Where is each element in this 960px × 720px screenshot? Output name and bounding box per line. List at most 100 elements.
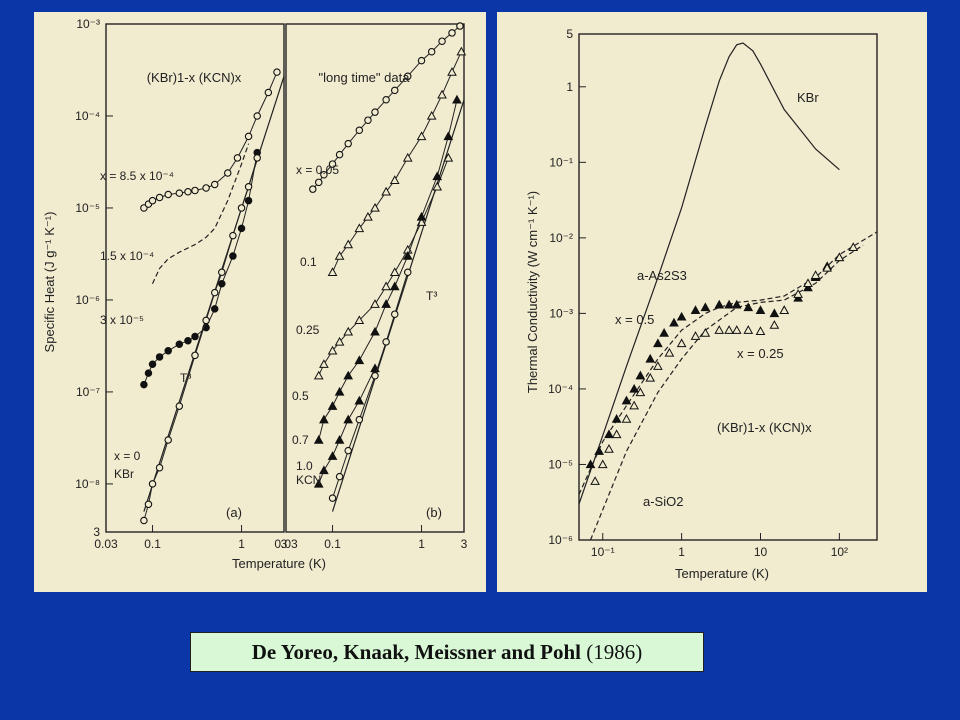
point-0-1 bbox=[416, 131, 427, 141]
point-0-1 bbox=[381, 186, 391, 196]
point-x-8-5-x-10 bbox=[175, 189, 184, 197]
point-x-0-05 bbox=[314, 178, 323, 187]
specific-heat-plots: 0.03 0.1 1 310⁻³10⁻⁴10⁻⁵10⁻⁶10⁻⁷10⁻⁸30.03 0.… bbox=[42, 17, 468, 571]
point-x-0-kbr bbox=[244, 183, 253, 191]
point-x-0-kbr bbox=[202, 316, 210, 325]
plot-frame-b bbox=[285, 23, 465, 533]
point-0-1 bbox=[343, 239, 354, 249]
point-x-0-05 bbox=[403, 72, 412, 81]
specific-heat-figure-panel: 0.03 0.1 1 3 10⁻³ 10⁻⁴ 10⁻⁵ 10⁻⁶ 10⁻⁷ 10⁻⁸ 3 0.03 0.… bbox=[34, 12, 486, 592]
annotation-c: x = 0.5 bbox=[615, 312, 654, 327]
point-0-1 bbox=[437, 89, 447, 99]
x-tick-label: 3 bbox=[461, 537, 468, 551]
point-x-8-5-x-10 bbox=[223, 169, 232, 177]
annotation-c: KBr bbox=[797, 90, 819, 105]
x-tick-label: 10² bbox=[831, 545, 848, 559]
x-tick-label: 10 bbox=[754, 545, 768, 559]
plot-frame-a bbox=[105, 23, 285, 533]
point-x-0-kbr bbox=[229, 231, 237, 240]
point-x-0-25 bbox=[635, 387, 646, 397]
annotation-c: a-As2S3 bbox=[637, 268, 687, 283]
point-3-x-10 bbox=[148, 360, 157, 368]
point-x-0-5 bbox=[585, 459, 596, 469]
point-x-0-25 bbox=[714, 325, 725, 334]
point-x-8-5-x-10 bbox=[164, 190, 172, 199]
point-3-x-10 bbox=[140, 380, 148, 389]
point-x-0-25 bbox=[822, 262, 832, 272]
point-0-1 bbox=[354, 223, 365, 233]
point-0-1 bbox=[327, 267, 338, 276]
thermal-conductivity-plot: 10⁻¹ 1 10 10² 5 1 10⁻¹ 10⁻² 10⁻³ 10⁻⁴ 10⁻⁵ 10⁻⁶ Ther… bbox=[525, 27, 878, 581]
point-x-0-kbr bbox=[210, 288, 219, 297]
x-tick-label: 0.1 bbox=[144, 537, 161, 551]
point-x-0-25 bbox=[743, 325, 754, 334]
point-x-0-05 bbox=[456, 22, 464, 30]
point-3-x-10 bbox=[164, 347, 172, 355]
point-x-0-25 bbox=[590, 476, 600, 485]
point-x-0-05 bbox=[328, 160, 337, 168]
point-x-8-5-x-10 bbox=[184, 188, 192, 196]
point-x-0-25 bbox=[731, 325, 742, 334]
point-x-0-5 bbox=[714, 299, 725, 309]
curve-t bbox=[331, 99, 465, 512]
point-x-0-25 bbox=[664, 347, 675, 357]
point-3-x-10 bbox=[237, 224, 246, 233]
point-x-0-05 bbox=[438, 37, 446, 45]
curve-a-as2s3 bbox=[578, 231, 878, 495]
point-1-0-kcn bbox=[371, 371, 379, 380]
y-tick-label: 10⁻⁵ bbox=[75, 201, 100, 215]
point-x-0-5 bbox=[604, 429, 614, 439]
point-x-0-25 bbox=[690, 331, 701, 340]
point-3-x-10 bbox=[144, 369, 153, 377]
annotation-a: 1.5 x 10⁻⁴ bbox=[100, 249, 154, 263]
caption-year: (1986) bbox=[586, 639, 643, 664]
point-x-0-5 bbox=[769, 308, 780, 318]
annotation-c: (KBr)1-x (KCN)x bbox=[717, 420, 812, 435]
point-3-x-10 bbox=[191, 332, 199, 341]
point-x-0-05 bbox=[344, 139, 352, 148]
y-tick-label: 10⁻³ bbox=[76, 17, 100, 31]
point-0-5 bbox=[443, 131, 454, 141]
point-x-8-5-x-10 bbox=[155, 193, 164, 202]
point-x-0-kbr bbox=[155, 463, 164, 472]
point-x-0-05 bbox=[309, 185, 317, 193]
point-0-7 bbox=[319, 465, 329, 475]
point-x-0-05 bbox=[382, 96, 390, 104]
point-1-0-kcn bbox=[355, 415, 364, 424]
x-tick-label: 0.03 bbox=[274, 537, 298, 551]
point-0-5 bbox=[327, 401, 338, 410]
point-3-x-10 bbox=[175, 340, 184, 348]
point-0-5 bbox=[402, 251, 413, 260]
point-0-1 bbox=[402, 152, 413, 162]
point-0-5 bbox=[319, 414, 329, 424]
point-x-0-kbr bbox=[253, 154, 261, 162]
point-x-0-25 bbox=[653, 361, 663, 370]
point-x-0-25 bbox=[779, 305, 790, 314]
point-x-0-5 bbox=[653, 338, 663, 348]
point-0-25 bbox=[327, 345, 338, 355]
annotation-a: x = 8.5 x 10⁻⁴ bbox=[100, 169, 174, 183]
point-x-0-5 bbox=[659, 327, 669, 337]
point-x-0-25 bbox=[793, 289, 803, 298]
point-0-5 bbox=[334, 386, 345, 396]
citation-caption: De Yoreo, Knaak, Meissner and Pohl (1986… bbox=[190, 632, 704, 672]
curve-1-5-x-10 bbox=[151, 143, 250, 284]
point-0-25 bbox=[370, 299, 380, 308]
point-x-0-5 bbox=[635, 370, 646, 380]
y-tick-label: 10⁻⁶ bbox=[548, 533, 573, 547]
point-0-25 bbox=[343, 326, 354, 336]
point-0-25 bbox=[443, 152, 454, 162]
y-axis-label-specific-heat: Specific Heat (J g⁻¹ K⁻¹) bbox=[42, 212, 57, 353]
point-0-25 bbox=[313, 370, 324, 380]
y-tick-label: 5 bbox=[566, 27, 573, 41]
point-0-25 bbox=[319, 359, 329, 368]
point-x-0-05 bbox=[364, 116, 372, 124]
point-0-25 bbox=[334, 336, 345, 346]
point-x-0-25 bbox=[769, 320, 780, 329]
point-x-0-5 bbox=[645, 353, 656, 363]
thermal-conductivity-figure-panel: 10⁻¹ 1 10 10² 5 1 10⁻¹ 10⁻² 10⁻³ 10⁻⁴ 10⁻⁵ 10⁻⁶ Ther… bbox=[497, 12, 927, 592]
point-x-0-kbr bbox=[191, 351, 199, 360]
point-0-1 bbox=[389, 175, 400, 184]
point-0-5 bbox=[432, 171, 443, 181]
point-x-0-25 bbox=[645, 372, 656, 382]
